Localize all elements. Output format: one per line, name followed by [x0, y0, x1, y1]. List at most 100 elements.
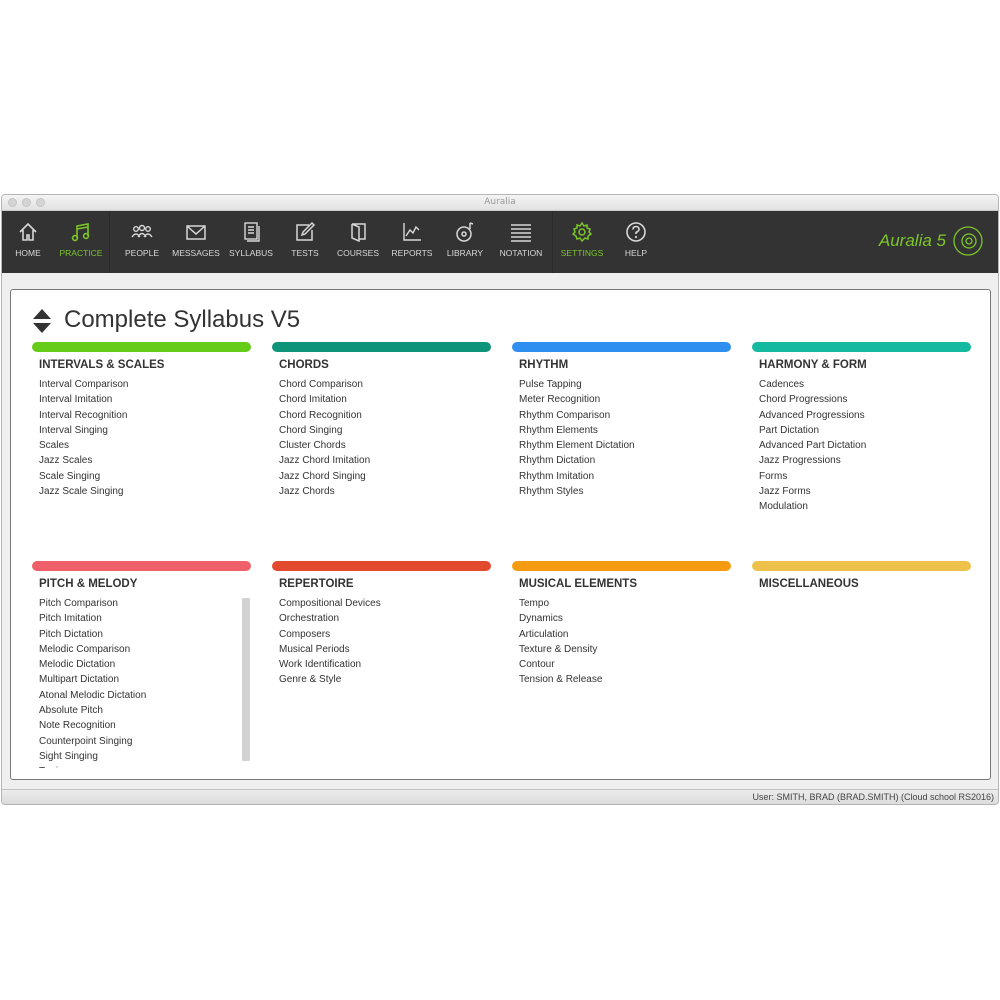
syllabus-item[interactable]: Counterpoint Singing	[39, 735, 133, 747]
section-pitch-melody: PITCH & MELODY Pitch Comparison Pitch Imit…	[32, 561, 251, 768]
nav-courses[interactable]: COURSES	[328, 211, 388, 273]
syllabus-item[interactable]: Rhythm Element Dictation	[519, 440, 635, 452]
status-bar: User: SMITH, BRAD (BRAD.SMITH) (Cloud sc…	[2, 789, 998, 804]
syllabus-item[interactable]: Orchestration	[279, 613, 340, 625]
syllabus-item[interactable]: Part Dictation	[759, 424, 820, 436]
nav-label: TESTS	[291, 248, 319, 258]
syllabus-item[interactable]: Jazz Chord Imitation	[279, 455, 371, 467]
syllabus-item[interactable]: Chord Imitation	[279, 394, 347, 406]
nav-label: HELP	[624, 248, 648, 258]
syllabus-item[interactable]: Work Identification	[279, 659, 362, 671]
syllabus-item[interactable]: Jazz Chord Singing	[279, 470, 366, 482]
nav-reports[interactable]: REPORTS	[382, 211, 442, 273]
syllabus-item[interactable]: Advanced Part Dictation	[759, 440, 867, 452]
syllabus-item[interactable]: Scales	[39, 440, 70, 452]
nav-label: HOME	[15, 248, 41, 258]
syllabus-item[interactable]: Modulation	[759, 501, 808, 513]
close-button[interactable]	[8, 198, 17, 207]
section-color-bar	[272, 561, 491, 571]
section-heading: CHORDS	[279, 359, 329, 371]
nav-practice[interactable]: PRACTICE	[51, 211, 111, 273]
section-repertoire: REPERTOIRE Compositional Devices Orchestra…	[272, 561, 491, 688]
syllabus-item[interactable]: Melodic Comparison	[39, 643, 131, 655]
syllabus-item[interactable]: Advanced Progressions	[759, 409, 865, 421]
main-toolbar: Auralia 5 HOME PRACTICE PEOPLE MESSAGES SYLL…	[2, 211, 998, 273]
syllabus-item[interactable]: Meter Recognition	[519, 394, 601, 406]
nav-messages[interactable]: MESSAGES	[166, 211, 226, 273]
syllabus-item[interactable]: Absolute Pitch	[39, 705, 103, 717]
page-title: Complete Syllabus V5	[64, 306, 301, 333]
syllabus-item[interactable]: Jazz Scale Singing	[39, 486, 124, 498]
syllabus-item[interactable]: Contour	[519, 659, 555, 671]
section-heading: MUSICAL ELEMENTS	[519, 578, 637, 590]
nav-notation[interactable]: NOTATION	[491, 211, 551, 273]
nav-tests[interactable]: TESTS	[275, 211, 335, 273]
staff-icon	[511, 224, 531, 242]
syllabus-item[interactable]: Composers	[279, 628, 331, 640]
syllabus-item[interactable]: Interval Comparison	[39, 379, 129, 390]
nav-help[interactable]: HELP	[606, 211, 666, 273]
syllabus-item[interactable]: Genre & Style	[279, 674, 342, 686]
syllabus-item[interactable]: Atonal Melodic Dictation	[39, 689, 147, 701]
nav-settings[interactable]: SETTINGS	[552, 211, 612, 273]
section-rhythm: RHYTHM Pulse Tapping Meter Recognition Rhyt…	[512, 342, 731, 499]
section-heading: PITCH & MELODY	[39, 578, 138, 590]
syllabus-item[interactable]: Chord Comparison	[279, 379, 363, 390]
syllabus-item[interactable]: Forms	[759, 470, 788, 482]
window-controls[interactable]	[8, 198, 45, 207]
syllabus-item[interactable]: Tension & Release	[519, 674, 603, 686]
nav-label: SYLLABUS	[229, 248, 273, 258]
syllabus-item[interactable]: Jazz Scales	[39, 455, 93, 467]
syllabus-item[interactable]: Chord Singing	[279, 424, 343, 436]
syllabus-item[interactable]: Cluster Chords	[279, 440, 346, 452]
section-color-bar	[512, 342, 731, 352]
syllabus-item[interactable]: Pitch Comparison	[39, 598, 118, 609]
book-icon	[351, 223, 366, 243]
sort-arrows-icon[interactable]	[32, 308, 52, 334]
syllabus-item[interactable]: Rhythm Elements	[519, 424, 598, 436]
syllabus-item[interactable]: Interval Imitation	[39, 394, 113, 406]
syllabus-item[interactable]: Chord Progressions	[759, 394, 848, 406]
syllabus-item[interactable]: Pitch Dictation	[39, 628, 103, 640]
syllabus-panel: Complete Syllabus V5 INTERVALS & SCALES I…	[10, 289, 991, 780]
syllabus-item[interactable]: Chord Recognition	[279, 409, 362, 421]
syllabus-item[interactable]: Dynamics	[519, 613, 563, 625]
syllabus-item[interactable]: Rhythm Imitation	[519, 470, 595, 482]
document-icon	[244, 222, 260, 242]
app-window: Auralia Auralia 5 HOME PRACTICE PEOPLE MESS…	[1, 194, 999, 805]
syllabus-item[interactable]: Jazz Progressions	[759, 455, 841, 467]
syllabus-item[interactable]: Multipart Dictation	[39, 674, 120, 686]
syllabus-item[interactable]: Rhythm Comparison	[519, 409, 611, 421]
syllabus-item[interactable]: Musical Periods	[279, 643, 350, 655]
syllabus-item[interactable]: Melodic Dictation	[39, 659, 116, 671]
syllabus-item[interactable]: Pitch Imitation	[39, 613, 102, 625]
syllabus-item[interactable]: Cadences	[759, 379, 805, 390]
nav-library[interactable]: LIBRARY	[435, 211, 495, 273]
syllabus-item[interactable]: Articulation	[519, 628, 569, 640]
syllabus-item[interactable]: Interval Recognition	[39, 409, 128, 421]
syllabus-item[interactable]: Rhythm Styles	[519, 486, 584, 498]
nav-syllabus[interactable]: SYLLABUS	[221, 211, 281, 273]
syllabus-item[interactable]: Jazz Chords	[279, 486, 335, 498]
syllabus-item[interactable]: Rhythm Dictation	[519, 455, 596, 467]
scrollbar[interactable]	[242, 598, 250, 761]
scroll-list[interactable]: Pitch Comparison Pitch Imitation Pitch Dic…	[32, 596, 251, 768]
syllabus-item[interactable]: Note Recognition	[39, 720, 116, 732]
minimize-button[interactable]	[22, 198, 31, 207]
syllabus-item[interactable]: Scale Singing	[39, 470, 101, 482]
syllabus-item[interactable]: Jazz Forms	[759, 486, 811, 498]
syllabus-item[interactable]: Sight Singing	[39, 750, 98, 762]
syllabus-item[interactable]: Pulse Tapping	[519, 379, 582, 390]
syllabus-item[interactable]: Tempo	[519, 598, 550, 609]
separator	[552, 211, 553, 273]
syllabus-item[interactable]: Compositional Devices	[279, 598, 381, 609]
nav-people[interactable]: PEOPLE	[112, 211, 172, 273]
nav-label: PRACTICE	[59, 248, 103, 258]
nav-home[interactable]: HOME	[2, 211, 58, 273]
syllabus-item[interactable]: Texture & Density	[519, 643, 598, 655]
syllabus-item[interactable]: Tuning	[39, 764, 251, 768]
nav-label: SETTINGS	[560, 248, 604, 258]
title-bar: Auralia	[2, 195, 998, 211]
zoom-button[interactable]	[36, 198, 45, 207]
syllabus-item[interactable]: Interval Singing	[39, 424, 108, 436]
